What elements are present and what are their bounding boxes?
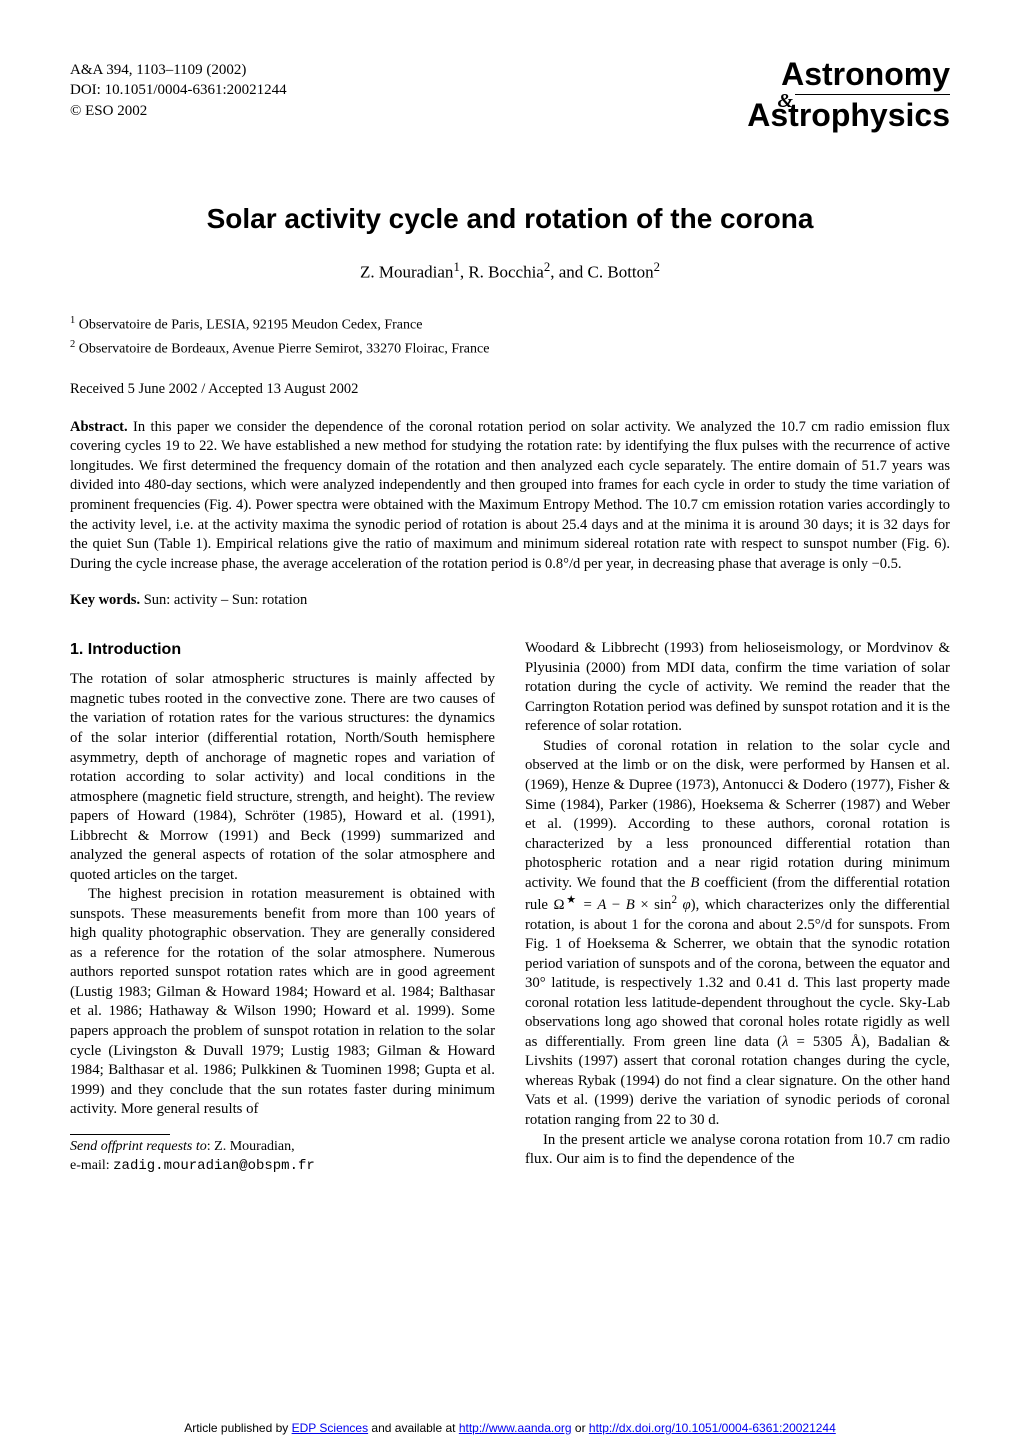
affil-num-1: 1	[70, 315, 75, 326]
header-row: A&A 394, 1103–1109 (2002) DOI: 10.1051/0…	[70, 60, 950, 148]
affil-text-1: Observatoire de Paris, LESIA, 92195 Meud…	[79, 317, 423, 332]
journal-underline	[795, 94, 950, 95]
header-left: A&A 394, 1103–1109 (2002) DOI: 10.1051/0…	[70, 60, 287, 121]
left-para-2: The highest precision in rotation measur…	[70, 885, 495, 1119]
footer-publisher-link[interactable]: EDP Sciences	[292, 1421, 368, 1435]
left-para-1: The rotation of solar atmospheric struct…	[70, 670, 495, 885]
email-label: e-mail:	[70, 1158, 113, 1173]
copyright-line: © ESO 2002	[70, 101, 287, 121]
footer-url1-link[interactable]: http://www.aanda.org	[459, 1421, 572, 1435]
left-column: 1. Introduction The rotation of solar at…	[70, 639, 495, 1175]
keywords-label: Key words.	[70, 592, 140, 608]
journal-logo: Astronomy & Astrophysics	[747, 60, 950, 148]
journal-line2: Astrophysics	[747, 97, 950, 133]
right-para-3: In the present article we analyse corona…	[525, 1131, 950, 1170]
abstract-label: Abstract.	[70, 419, 128, 435]
right-para-2: Studies of coronal rotation in relation …	[525, 737, 950, 1131]
section-1-heading: 1. Introduction	[70, 639, 495, 660]
keywords-text: Sun: activity – Sun: rotation	[140, 592, 307, 608]
header-right: Astronomy & Astrophysics	[747, 60, 950, 148]
abstract: Abstract. In this paper we consider the …	[70, 418, 950, 575]
affiliation-2: 2 Observatoire de Bordeaux, Avenue Pierr…	[70, 337, 950, 361]
footnote-separator	[70, 1134, 170, 1135]
footer-prefix: Article published by	[184, 1421, 291, 1435]
affiliations: 1 Observatoire de Paris, LESIA, 92195 Me…	[70, 313, 950, 361]
footer-or: or	[572, 1421, 589, 1435]
keywords: Key words. Sun: activity – Sun: rotation	[70, 592, 950, 609]
author-email: zadig.mouradian@obspm.fr	[113, 1158, 315, 1174]
citation-line: A&A 394, 1103–1109 (2002)	[70, 60, 287, 80]
right-column: Woodard & Libbrecht (1993) from heliosei…	[525, 639, 950, 1175]
affil-text-2: Observatoire de Bordeaux, Avenue Pierre …	[79, 341, 490, 356]
footer-link-bar: Article published by EDP Sciences and av…	[0, 1421, 1020, 1435]
doi-line: DOI: 10.1051/0004-6361:20021244	[70, 80, 287, 100]
offprint-label: Send offprint requests to: Z. Mouradian,	[70, 1139, 295, 1154]
received-accepted-dates: Received 5 June 2002 / Accepted 13 Augus…	[70, 381, 950, 398]
abstract-text: In this paper we consider the dependence…	[70, 419, 950, 572]
offprint-footnote: Send offprint requests to: Z. Mouradian,…	[70, 1138, 495, 1176]
two-column-body: 1. Introduction The rotation of solar at…	[70, 639, 950, 1175]
right-para-1: Woodard & Libbrecht (1993) from heliosei…	[525, 639, 950, 737]
affiliation-1: 1 Observatoire de Paris, LESIA, 92195 Me…	[70, 313, 950, 337]
author-list: Z. Mouradian1, R. Bocchia2, and C. Botto…	[70, 260, 950, 283]
footer-url2-link[interactable]: http://dx.doi.org/10.1051/0004-6361:2002…	[589, 1421, 836, 1435]
affil-num-2: 2	[70, 339, 75, 350]
article-title: Solar activity cycle and rotation of the…	[70, 203, 950, 235]
footer-mid: and available at	[368, 1421, 459, 1435]
